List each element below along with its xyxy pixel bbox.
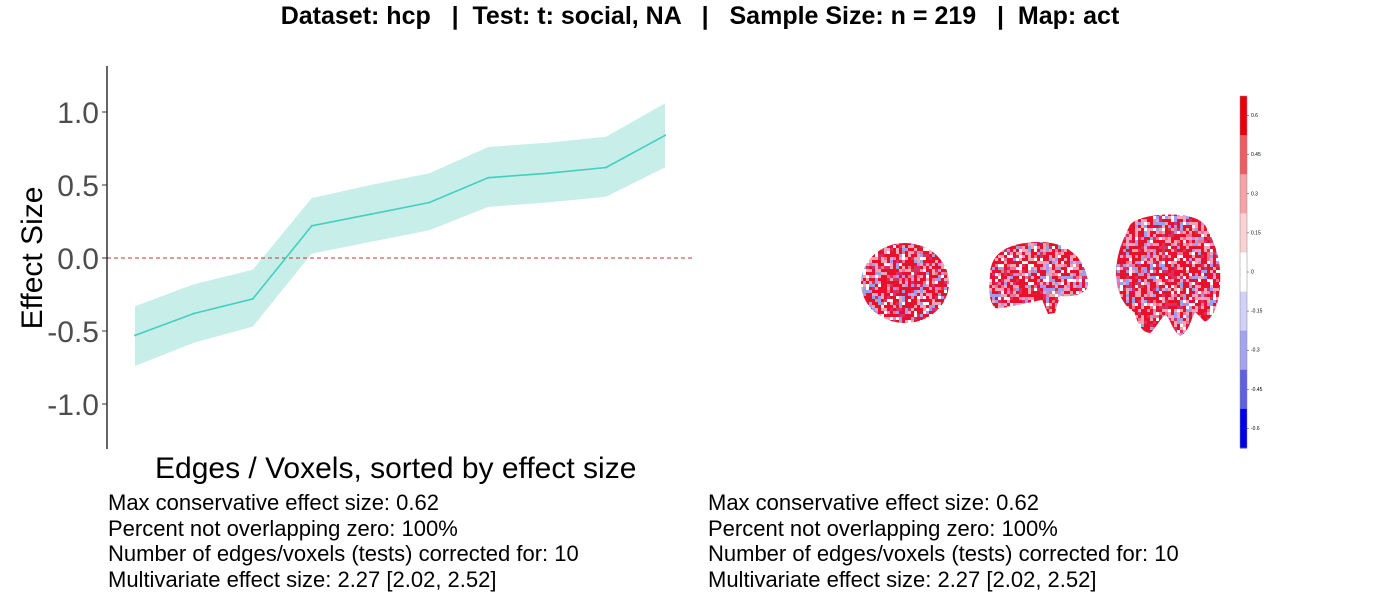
colorbar-segment — [1240, 135, 1247, 175]
colorbar-segment — [1240, 252, 1247, 293]
effect-size-line — [134, 134, 666, 337]
colorbar-segment — [1240, 96, 1247, 136]
brain-slice-sagittal — [989, 242, 1089, 314]
stat-percent-nonzero: Percent not overlapping zero: 100% — [708, 515, 1058, 541]
colorbar: 0.6 0.45 0.3 0.15 0 -0.15 -0.3 -0.45 -0.6 — [1239, 95, 1263, 449]
data-point — [134, 334, 136, 337]
brain-slice-coronal — [1116, 214, 1221, 336]
stat-max-conservative: Max conservative effect size: 0.62 — [108, 490, 439, 515]
colorbar-tick-label: -0.6 — [1251, 426, 1260, 432]
colorbar-segment — [1240, 291, 1247, 332]
data-point — [310, 224, 313, 227]
stat-multivariate: Multivariate effect size: 2.27 [2.02, 2.… — [708, 566, 1097, 592]
chart-title: Dataset: hcp | Test: t: social, NA | Sam… — [280, 2, 1120, 30]
stat-percent-nonzero: Percent not overlapping zero: 100% — [108, 515, 458, 541]
colorbar-segment — [1240, 369, 1247, 410]
data-point — [192, 312, 195, 315]
stat-tests-corrected: Number of edges/voxels (tests) corrected… — [708, 541, 1179, 566]
data-point — [369, 213, 372, 216]
stat-tests-corrected: Number of edges/voxels (tests) corrected… — [108, 541, 579, 566]
data-point — [428, 201, 431, 204]
colorbar-tick-label: 0.15 — [1251, 230, 1261, 236]
data-point — [546, 172, 549, 175]
x-axis-label: Edges / Voxels, sorted by effect size — [155, 452, 637, 485]
y-tick-label: 0.5 — [57, 170, 99, 203]
colorbar-tick-label: -0.3 — [1251, 348, 1260, 354]
colorbar-tick-label: 0.45 — [1251, 152, 1261, 158]
y-tick-label: -0.5 — [47, 316, 99, 349]
colorbar-tick-label: -0.45 — [1251, 387, 1263, 393]
confidence-band — [135, 103, 665, 366]
data-point — [251, 297, 254, 300]
effect-size-plot: 1.0 0.5 0.0 -0.5 -1.0 — [47, 66, 693, 449]
data-point — [487, 176, 490, 179]
brain-slices — [861, 214, 1221, 336]
colorbar-segment — [1240, 213, 1247, 253]
y-tick-label: -1.0 — [47, 389, 99, 422]
stat-multivariate: Multivariate effect size: 2.27 [2.02, 2.… — [108, 566, 497, 592]
stat-max-conservative: Max conservative effect size: 0.62 — [708, 490, 1039, 515]
data-point — [605, 166, 608, 169]
stats-panel-left: Max conservative effect size: 0.62 Perce… — [108, 490, 579, 592]
y-tick-label: 0.0 — [57, 243, 99, 276]
colorbar-tick-label: 0.6 — [1251, 113, 1258, 119]
colorbar-tick-label: 0.3 — [1251, 191, 1258, 197]
colorbar-segment — [1240, 174, 1247, 214]
stats-panel-right: Max conservative effect size: 0.62 Perce… — [708, 490, 1179, 592]
colorbar-tick-label: 0 — [1251, 270, 1254, 276]
colorbar-segment — [1240, 330, 1247, 371]
brain-slice-axial — [861, 243, 949, 323]
y-axis-label: Effect Size — [16, 186, 49, 330]
y-tick-label: 1.0 — [57, 97, 99, 130]
data-point — [664, 134, 666, 137]
colorbar-segment — [1240, 408, 1247, 449]
colorbar-tick-label: -0.15 — [1251, 309, 1263, 315]
